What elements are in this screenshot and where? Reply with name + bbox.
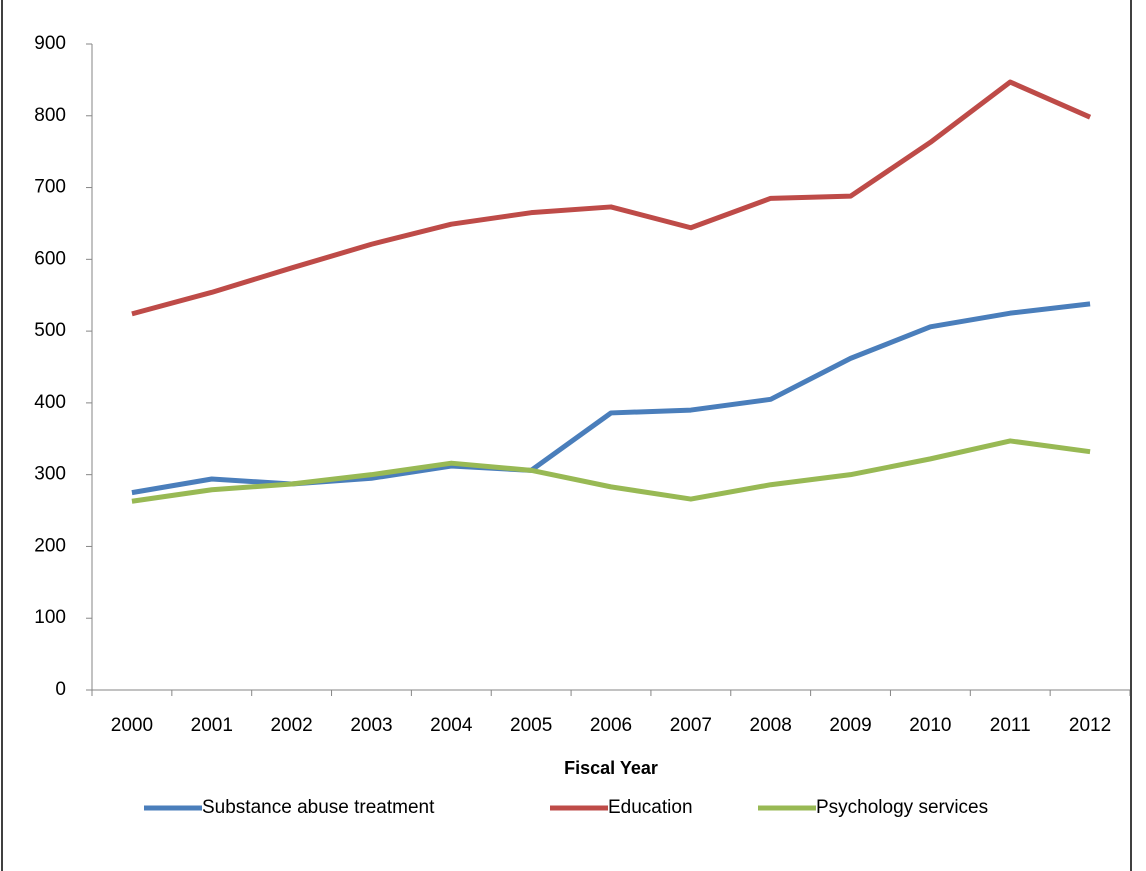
x-tick-label: 2006 — [590, 715, 632, 736]
y-tick-label: 200 — [34, 535, 66, 556]
x-tick-label: 2009 — [829, 715, 871, 736]
x-tick-label: 2004 — [430, 715, 473, 736]
y-tick-label: 900 — [34, 33, 66, 54]
x-tick-label: 2003 — [350, 715, 392, 736]
x-tick-label: 2000 — [111, 715, 153, 736]
x-axis-title: Fiscal Year — [564, 758, 658, 778]
y-tick-label: 100 — [34, 607, 66, 628]
legend-label: Substance abuse treatment — [202, 797, 435, 818]
x-tick-label: 2002 — [270, 715, 312, 736]
x-tick-label: 2007 — [670, 715, 712, 736]
y-tick-label: 800 — [34, 105, 66, 126]
series-line — [131, 79, 1092, 317]
x-tick-label: 2010 — [909, 715, 951, 736]
x-tick-label: 2012 — [1069, 715, 1111, 736]
y-tick-label: 0 — [55, 679, 66, 700]
x-tick-label: 2001 — [191, 715, 233, 736]
x-tick-label: 2008 — [750, 715, 792, 736]
series-line — [131, 301, 1091, 496]
y-tick-label: 700 — [34, 177, 66, 198]
y-tick-label: 400 — [34, 392, 66, 413]
legend-label: Psychology services — [816, 797, 988, 818]
series-line — [131, 438, 1091, 504]
legend-label: Education — [608, 797, 693, 818]
y-tick-label: 600 — [34, 248, 66, 269]
x-tick-label: 2011 — [990, 715, 1031, 736]
x-tick-label: 2005 — [510, 715, 552, 736]
y-tick-label: 500 — [34, 320, 66, 341]
y-tick-label: 300 — [34, 464, 66, 485]
